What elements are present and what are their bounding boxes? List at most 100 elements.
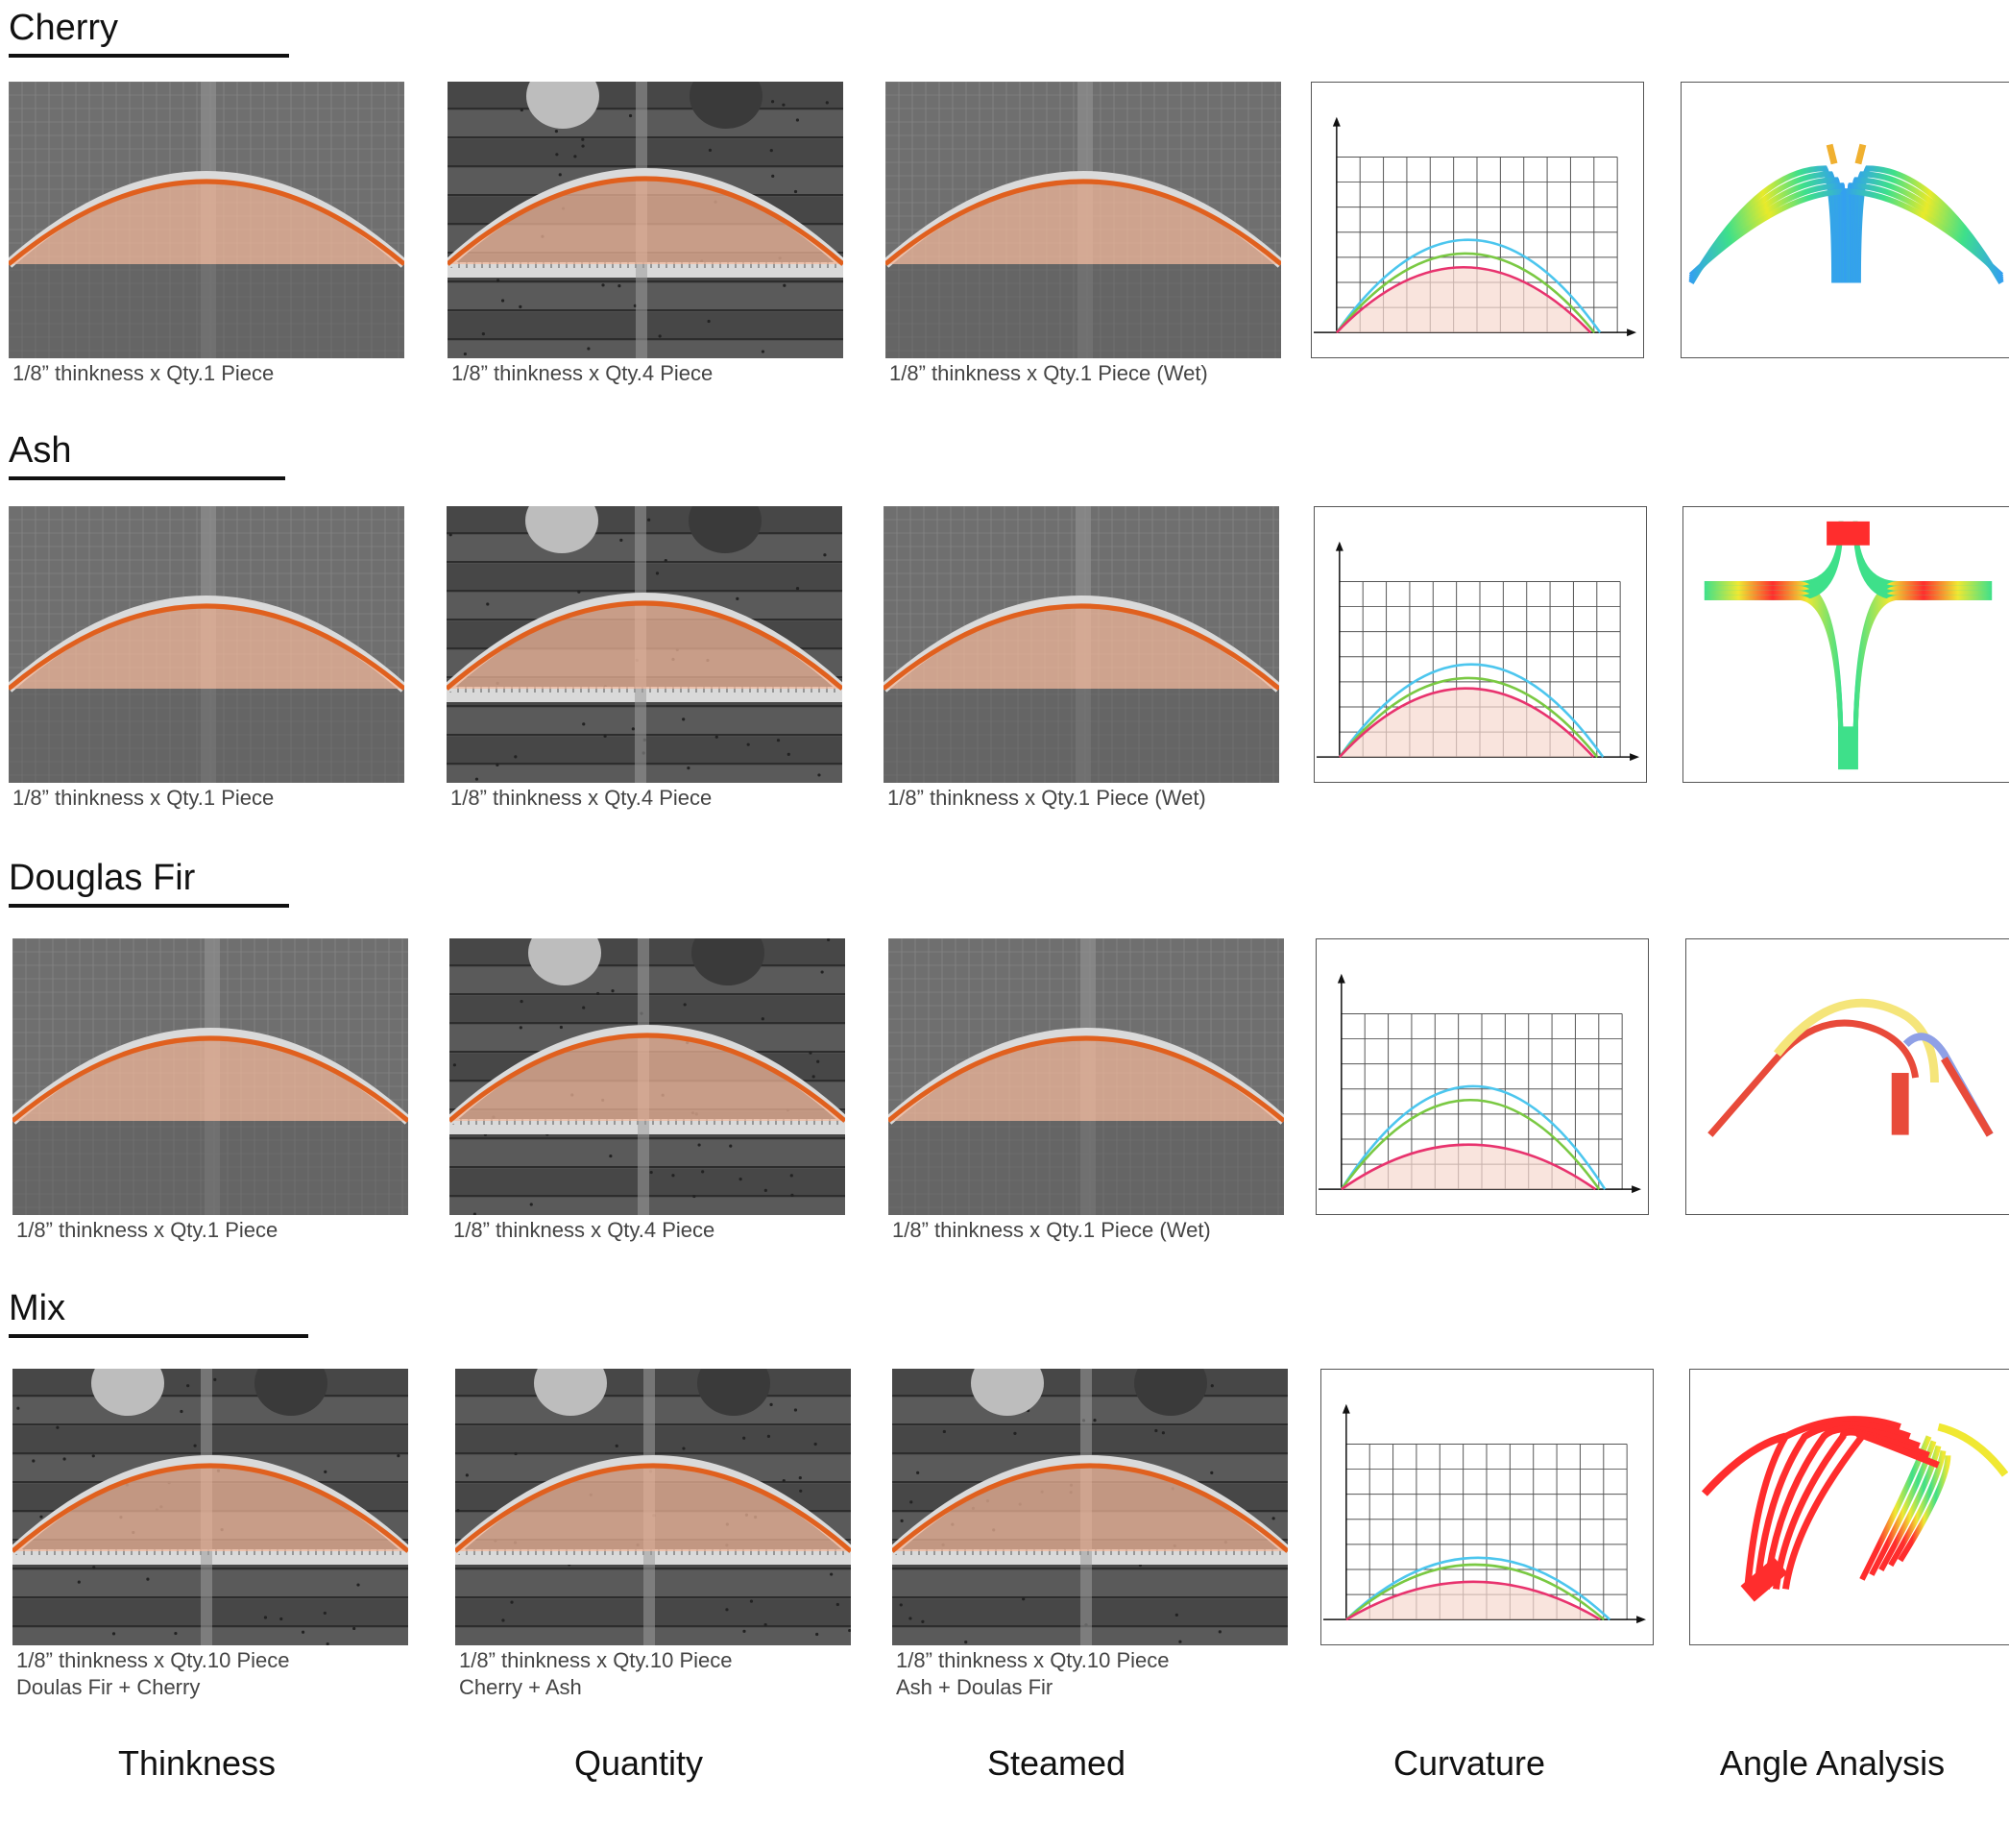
curvature-panel xyxy=(1316,938,1649,1215)
bending-test-photo xyxy=(455,1369,851,1645)
curvature-panel xyxy=(1314,506,1647,783)
column-label: Thinkness xyxy=(117,1743,277,1783)
y-axis-arrow xyxy=(1337,973,1345,984)
angle-member xyxy=(1941,1057,1994,1137)
photo-caption: 1/8” thinkness x Qty.4 Piece xyxy=(451,360,713,387)
angle-member xyxy=(1891,1073,1909,1135)
wood-title-underline xyxy=(9,54,289,58)
photo-caption: 1/8” thinkness x Qty.1 Piece xyxy=(12,785,274,812)
angle-member xyxy=(1701,1432,1787,1496)
caption-line: 1/8” thinkness x Qty.1 Piece (Wet) xyxy=(889,361,1208,385)
angle-member xyxy=(1707,1019,1920,1137)
caption-line: Ash + Doulas Fir xyxy=(896,1675,1053,1699)
caption-line: 1/8” thinkness x Qty.10 Piece xyxy=(896,1648,1170,1672)
curvature-panel xyxy=(1320,1369,1654,1645)
photo-illustration xyxy=(888,938,1284,1215)
photo-illustration xyxy=(449,938,845,1215)
wood-title-underline xyxy=(9,1334,308,1338)
angle-member xyxy=(1902,1033,1994,1137)
angle-member xyxy=(1763,1425,1921,1590)
curve-series-3 xyxy=(1338,687,1595,759)
angle-analysis-svg xyxy=(1707,998,1994,1137)
caption-line: Cherry + Ash xyxy=(459,1675,582,1699)
x-axis-arrow xyxy=(1632,1185,1642,1194)
column-label: Curvature xyxy=(1392,1743,1546,1783)
column-label: Angle Analysis xyxy=(1719,1743,1946,1783)
wood-title-underline xyxy=(9,904,289,908)
angle-member xyxy=(1849,177,2004,283)
caption-line: 1/8” thinkness x Qty.1 Piece (Wet) xyxy=(887,786,1206,810)
angle-analysis-svg xyxy=(1701,1416,2009,1602)
bending-test-photo xyxy=(9,82,404,358)
caption-line: 1/8” thinkness x Qty.10 Piece xyxy=(16,1648,290,1672)
photo-illustration xyxy=(885,82,1281,358)
curvature-panel xyxy=(1311,82,1644,358)
angle-member xyxy=(1688,182,1847,283)
bending-test-photo xyxy=(12,938,408,1215)
caption-line: 1/8” thinkness x Qty.4 Piece xyxy=(450,786,713,810)
bending-test-photo xyxy=(449,938,845,1215)
caption-line: 1/8” thinkness x Qty.1 Piece xyxy=(12,361,275,385)
photo-illustration xyxy=(892,1369,1288,1645)
column-label: Steamed xyxy=(986,1743,1126,1783)
photo-caption: 1/8” thinkness x Qty.10 Piece Doulas Fir … xyxy=(16,1647,290,1701)
bending-test-photo xyxy=(448,82,843,358)
photo-caption: 1/8” thinkness x Qty.4 Piece xyxy=(450,785,712,812)
curvature-chart-svg xyxy=(1313,116,1637,337)
angle-member xyxy=(1852,590,1993,756)
angle-member xyxy=(1754,1421,1911,1590)
x-axis-arrow xyxy=(1627,328,1637,337)
angle-member xyxy=(1704,595,1844,756)
y-axis-arrow xyxy=(1342,1403,1350,1414)
caption-line: 1/8” thinkness x Qty.1 Piece (Wet) xyxy=(892,1218,1211,1242)
angle-member xyxy=(1781,1431,1940,1590)
curvature-chart-svg xyxy=(1318,973,1642,1194)
curve-series-1 xyxy=(1344,1556,1611,1621)
photo-illustration xyxy=(455,1369,851,1645)
caption-line: Doulas Fir + Cherry xyxy=(16,1675,201,1699)
y-axis-arrow xyxy=(1332,116,1341,127)
y-axis-arrow xyxy=(1335,541,1343,551)
angle-member xyxy=(1826,143,1867,165)
angle-member xyxy=(1773,998,1939,1082)
photo-caption: 1/8” thinkness x Qty.4 Piece xyxy=(453,1217,714,1244)
photo-caption: 1/8” thinkness x Qty.1 Piece (Wet) xyxy=(887,785,1206,812)
photo-illustration xyxy=(883,506,1279,783)
curve-series-3 xyxy=(1345,1580,1601,1621)
curve-series-3 xyxy=(1341,1143,1597,1191)
angle-analysis-panel xyxy=(1689,1369,2009,1645)
angle-member xyxy=(1773,1428,1930,1590)
caption-line: 1/8” thinkness x Qty.4 Piece xyxy=(451,361,714,385)
photo-caption: 1/8” thinkness x Qty.10 Piece Ash + Doula… xyxy=(896,1647,1170,1701)
wood-title: Mix xyxy=(9,1288,66,1328)
photo-illustration xyxy=(9,82,404,358)
angle-member xyxy=(1846,182,2004,283)
bending-test-photo xyxy=(892,1369,1288,1645)
angle-member xyxy=(1859,1435,1932,1581)
curvature-chart-svg xyxy=(1322,1403,1647,1624)
angle-member xyxy=(1898,1455,1951,1563)
caption-line: 1/8” thinkness x Qty.10 Piece xyxy=(459,1648,733,1672)
angle-member xyxy=(1838,726,1858,770)
angle-member xyxy=(1852,171,2004,283)
photo-caption: 1/8” thinkness x Qty.10 Piece Cherry + As… xyxy=(459,1647,733,1701)
angle-member xyxy=(1854,165,2004,285)
photo-caption: 1/8” thinkness x Qty.1 Piece xyxy=(16,1217,278,1244)
photo-illustration xyxy=(448,82,843,358)
curve-series-2 xyxy=(1335,252,1596,333)
wood-title-underline xyxy=(9,476,285,480)
photo-caption: 1/8” thinkness x Qty.1 Piece (Wet) xyxy=(892,1217,1211,1244)
photo-illustration xyxy=(9,506,404,783)
caption-line: 1/8” thinkness x Qty.1 Piece xyxy=(12,786,275,810)
bending-test-photo xyxy=(12,1369,408,1645)
curvature-chart-svg xyxy=(1316,541,1640,762)
photo-illustration xyxy=(12,1369,408,1645)
photo-illustration xyxy=(447,506,842,783)
bending-test-photo xyxy=(883,506,1279,783)
angle-member xyxy=(1688,171,1841,283)
angle-member xyxy=(1852,595,1993,756)
wood-title: Cherry xyxy=(9,8,119,48)
angle-member xyxy=(1852,521,1993,586)
bending-test-photo xyxy=(9,506,404,783)
photo-caption: 1/8” thinkness x Qty.1 Piece (Wet) xyxy=(889,360,1208,387)
